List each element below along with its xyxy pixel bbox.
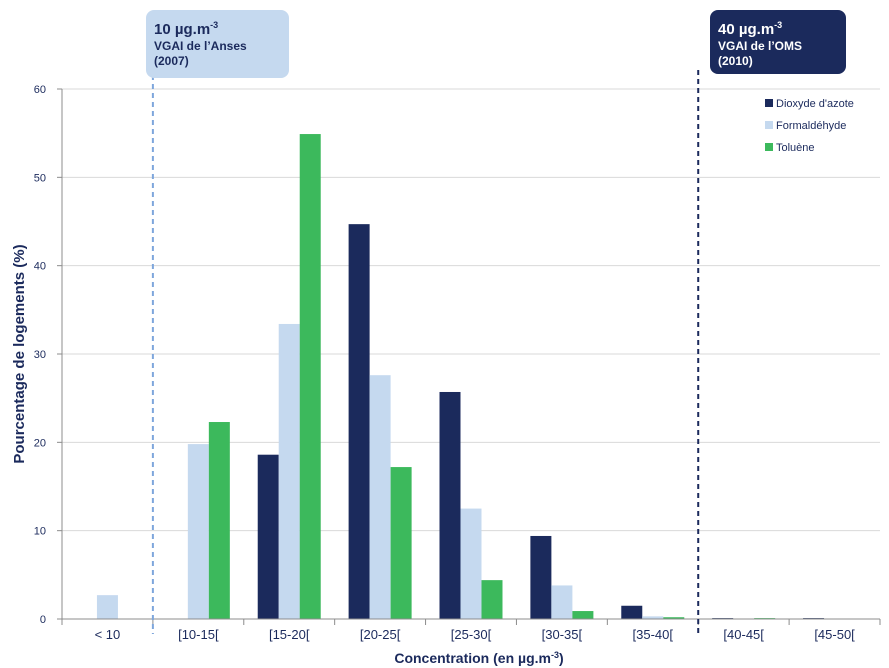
bars: [96, 134, 825, 620]
legend-swatch: [765, 143, 773, 151]
y-tick-label: 40: [34, 261, 46, 273]
bar: [460, 508, 482, 619]
x-tick-label: [30-35[: [542, 627, 583, 642]
legend-swatch: [765, 99, 773, 107]
legend-swatch: [765, 121, 773, 129]
legend-label: Toluène: [776, 142, 815, 154]
bar: [439, 391, 461, 619]
bar: [208, 422, 230, 619]
x-tick-label: [15-20[: [269, 627, 310, 642]
bar: [96, 595, 118, 619]
y-tick-label: 50: [34, 172, 46, 184]
y-tick-label: 60: [34, 84, 46, 96]
bar: [642, 616, 664, 619]
bar: [530, 535, 552, 619]
anses-year: (2007): [154, 54, 189, 68]
oms-year: (2010): [718, 54, 753, 68]
y-tick-label: 30: [34, 349, 46, 361]
y-tick-label: 10: [34, 526, 46, 538]
y-axis-label: Pourcentage de logements (%): [11, 244, 28, 463]
bar: [257, 454, 279, 619]
x-axis-label: Concentration (en µg.m-3): [394, 650, 563, 666]
x-tick-label: [10-15[: [178, 627, 219, 642]
x-tick-label: [25-30[: [451, 627, 492, 642]
bar: [663, 617, 685, 619]
y-tick-label: 0: [40, 614, 46, 626]
bar: [572, 611, 594, 619]
oms-value: 40 µg.m-3: [718, 20, 783, 38]
x-tick-label: < 10: [95, 627, 121, 642]
anses-guideline-callout: 10 µg.m-3 VGAI de l’Anses (2007): [146, 10, 289, 78]
bar: [621, 605, 643, 619]
bar: [299, 134, 321, 620]
y-tick-label: 20: [34, 437, 46, 449]
bar: [348, 224, 370, 619]
oms-label: VGAI de l’OMS: [718, 39, 803, 53]
axes: [57, 88, 881, 625]
legend-label: Formaldéhyde: [776, 120, 846, 132]
bar: [187, 444, 209, 619]
anses-value: 10 µg.m-3: [154, 20, 219, 38]
reference-lines: [151, 70, 700, 634]
x-tick-label: [40-45[: [723, 627, 764, 642]
x-tick-labels: < 10 [10-15[ [15-20[ [20-25[ [25-30[ [30-35[ […: [95, 627, 856, 642]
x-tick-label: [35-40[: [633, 627, 674, 642]
bar: [369, 375, 391, 619]
legend: Dioxyde d'azote Formaldéhyde Toluène: [765, 98, 854, 154]
gridlines: [62, 88, 880, 532]
y-tick-labels: 0 10 20 30 40 50 60: [34, 84, 46, 626]
bar: [390, 467, 412, 619]
bar: [481, 580, 503, 619]
x-tick-label: [45-50[: [814, 627, 855, 642]
bar: [551, 585, 573, 619]
anses-label: VGAI de l’Anses: [154, 39, 247, 53]
legend-label: Dioxyde d'azote: [776, 98, 854, 110]
bar: [278, 323, 300, 619]
x-tick-label: [20-25[: [360, 627, 401, 642]
oms-guideline-callout: 40 µg.m-3 VGAI de l’OMS (2010): [710, 10, 846, 74]
